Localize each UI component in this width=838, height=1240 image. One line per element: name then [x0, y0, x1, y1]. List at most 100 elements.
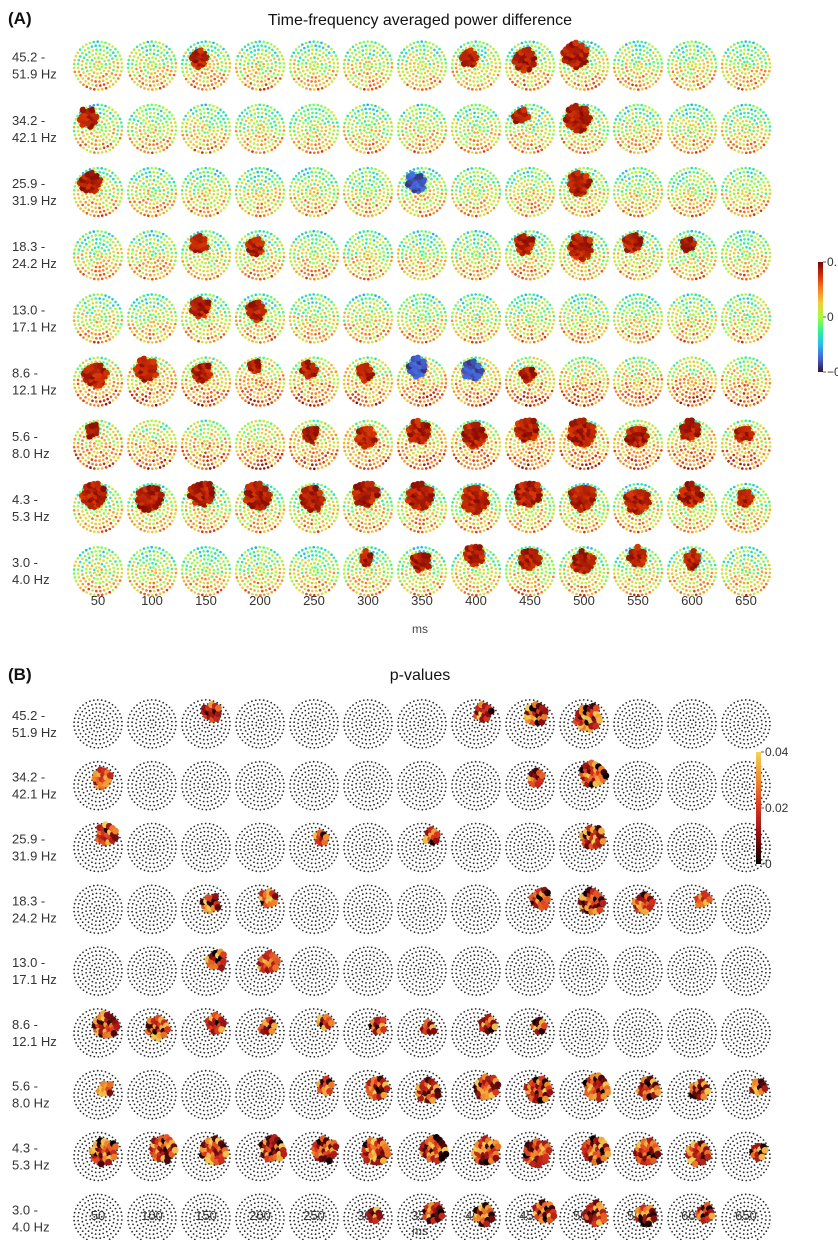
electrode-dot — [532, 40, 535, 44]
electrode-dot — [706, 139, 709, 143]
electrode-dot — [254, 129, 258, 132]
electrode-dot — [309, 56, 313, 60]
electrode-dot — [163, 142, 167, 146]
electrode-dot — [405, 45, 409, 49]
electrode-dot — [372, 201, 375, 204]
electrode-dot — [205, 151, 208, 155]
electrode-dot — [734, 132, 737, 136]
electrode-dot — [511, 200, 514, 203]
electrode-dot — [98, 115, 102, 119]
electrode-dot — [720, 129, 724, 133]
electrode-dot — [725, 58, 729, 62]
electrode-dot — [243, 203, 246, 207]
electrode-dot — [356, 121, 359, 125]
electrode-dot — [598, 187, 601, 190]
electrode-dot — [249, 82, 253, 85]
electrode-dot — [692, 139, 696, 142]
electrode-dot — [544, 195, 547, 198]
electrode-dot — [102, 83, 106, 86]
electrode-dot — [705, 57, 708, 60]
electrode-dot — [247, 116, 250, 120]
electrode-dot — [417, 172, 424, 180]
electrode-dot — [131, 185, 135, 188]
electrode-dot — [98, 44, 101, 47]
electrode-dot — [234, 66, 238, 70]
electrode-dot — [372, 138, 375, 141]
electrode-dot — [386, 129, 390, 132]
electrode-dot — [433, 180, 436, 184]
electrode-dot — [112, 131, 115, 135]
electrode-dot — [481, 186, 484, 189]
electrode-dot — [750, 45, 753, 48]
electrode-dot — [369, 71, 373, 75]
electrode-dot — [759, 45, 762, 48]
electrode-dot — [311, 123, 314, 127]
electrode-dot — [181, 185, 184, 188]
electrode-dot — [696, 69, 700, 73]
electrode-dot — [219, 108, 222, 111]
electrode-dot — [369, 84, 372, 87]
electrode-dot — [252, 79, 256, 82]
electrode-dot — [102, 112, 106, 116]
electrode-dot — [597, 83, 601, 86]
electrode-dot — [414, 132, 417, 135]
electrode-dot — [246, 80, 249, 83]
electrode-dot — [531, 48, 534, 52]
electrode-dot — [544, 51, 547, 54]
electrode-dot — [267, 182, 270, 185]
electrode-dot — [435, 171, 438, 175]
electrode-dot — [745, 56, 748, 59]
electrode-dot — [271, 180, 274, 184]
electrode-dot — [93, 56, 97, 60]
electrode-dot — [546, 73, 550, 77]
electrode-dot — [333, 77, 336, 80]
electrode-dot — [540, 129, 544, 133]
electrode-dot — [531, 174, 534, 178]
electrode-dot — [321, 119, 324, 122]
electrode-dot — [346, 193, 350, 196]
electrode-dot — [130, 177, 133, 181]
electrode-dot — [145, 116, 148, 120]
electrode-dot — [353, 112, 357, 115]
electrode-dot — [346, 62, 350, 66]
electrode-dot — [174, 192, 178, 195]
electrode-dot — [115, 121, 119, 124]
electrode-dot — [740, 40, 744, 44]
electrode-dot — [363, 151, 366, 154]
electrode-dot — [166, 114, 169, 118]
electrode-dot — [594, 62, 598, 66]
electrode-dot — [267, 109, 271, 113]
electrode-dot — [355, 116, 358, 120]
electrode-dot — [333, 140, 336, 143]
electrode-dot — [267, 204, 271, 207]
electrode-dot — [527, 210, 530, 214]
electrode-dot — [614, 118, 618, 121]
electrode-dot — [161, 106, 165, 109]
electrode-dot — [727, 144, 730, 147]
electrode-dot — [217, 175, 220, 178]
electrode-dot — [318, 69, 322, 73]
electrode-dot — [688, 139, 692, 142]
electrode-dot — [148, 107, 151, 111]
electrode-dot — [487, 79, 491, 83]
electrode-dot — [207, 198, 211, 201]
electrode-dot — [94, 143, 97, 146]
electrode-dot — [268, 51, 271, 54]
electrode-dot — [246, 188, 250, 192]
electrode-dot — [312, 198, 315, 202]
electrode-dot — [326, 135, 330, 138]
electrode-dot — [731, 112, 735, 115]
electrode-dot — [84, 206, 87, 209]
electrode-dot — [281, 58, 285, 61]
electrode-dot — [530, 178, 534, 182]
x-tick-label: 600 — [681, 593, 703, 608]
electrode-dot — [128, 74, 132, 77]
electrode-dot — [732, 80, 735, 83]
electrode-dot — [735, 77, 738, 80]
electrode-dot — [86, 58, 89, 62]
electrode-dot — [264, 209, 268, 213]
electrode-dot — [147, 151, 150, 154]
electrode-dot — [149, 187, 152, 190]
electrode-dot — [465, 203, 468, 207]
electrode-dot — [158, 41, 161, 45]
